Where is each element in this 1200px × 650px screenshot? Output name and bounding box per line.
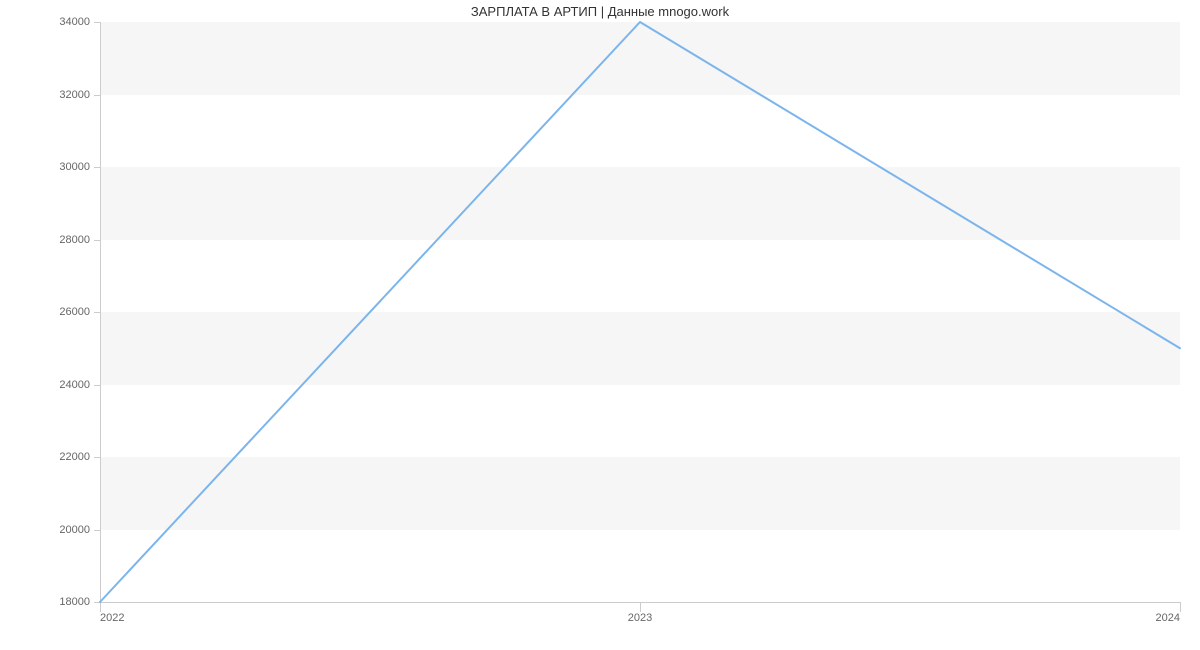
y-tick-label: 20000 <box>59 524 90 536</box>
x-tick-mark <box>100 602 101 612</box>
series-line <box>100 22 1180 602</box>
y-tick-label: 26000 <box>59 306 90 318</box>
y-tick-label: 24000 <box>59 379 90 391</box>
x-tick-mark <box>1180 602 1181 612</box>
x-tick-label: 2023 <box>628 612 652 624</box>
x-tick-mark <box>640 602 641 612</box>
y-tick-label: 30000 <box>59 161 90 173</box>
chart-title: ЗАРПЛАТА В АРТИП | Данные mnogo.work <box>0 4 1200 19</box>
plot-area: 1800020000220002400026000280003000032000… <box>100 22 1180 602</box>
x-tick-label: 2022 <box>100 612 124 624</box>
y-tick-label: 32000 <box>59 89 90 101</box>
y-tick-label: 22000 <box>59 451 90 463</box>
y-tick-label: 18000 <box>59 596 90 608</box>
x-tick-label: 2024 <box>1156 612 1180 624</box>
y-tick-label: 28000 <box>59 234 90 246</box>
y-tick-label: 34000 <box>59 16 90 28</box>
line-chart: ЗАРПЛАТА В АРТИП | Данные mnogo.work 180… <box>0 0 1200 650</box>
